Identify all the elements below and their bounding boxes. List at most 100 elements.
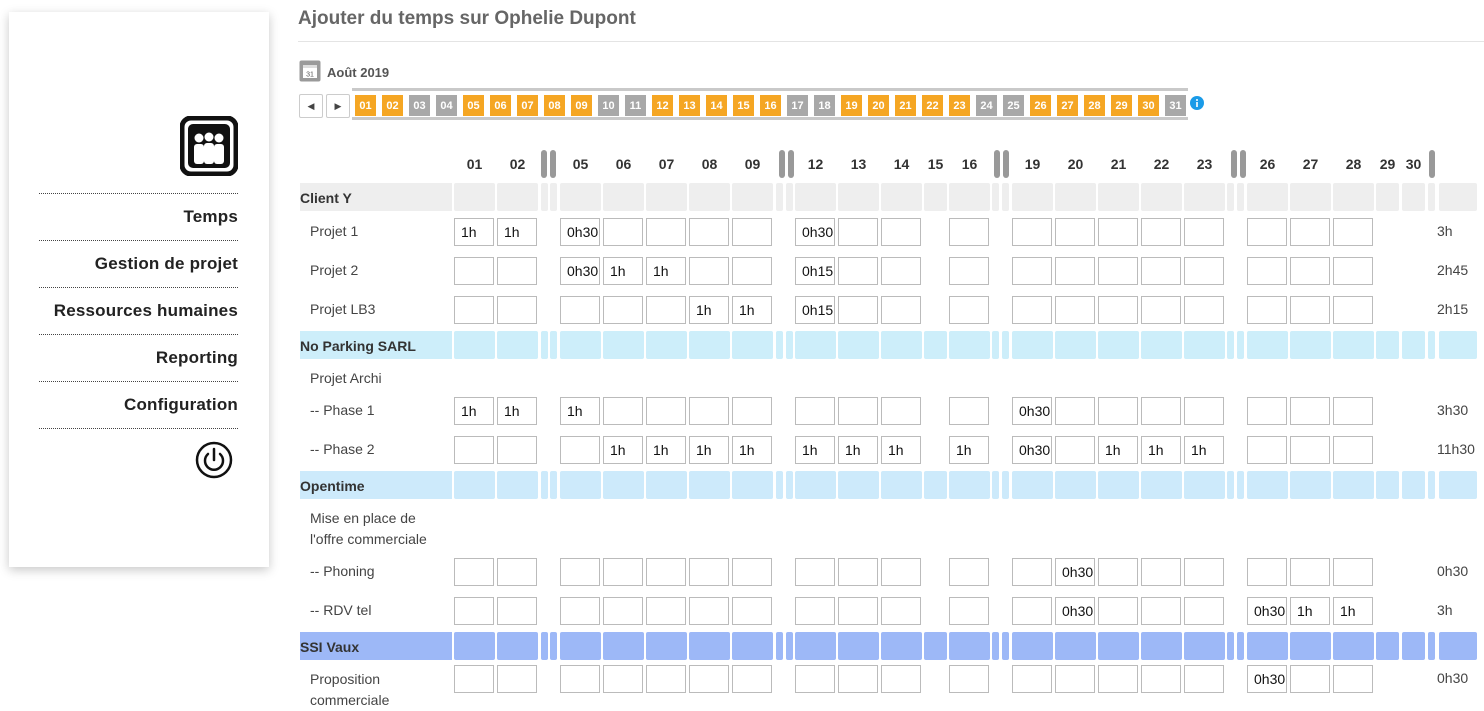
time-input[interactable] — [1184, 296, 1224, 324]
day-chip-01[interactable]: 01 — [355, 95, 376, 116]
time-input[interactable] — [1184, 665, 1224, 693]
time-input[interactable]: 0h30 — [1012, 397, 1052, 425]
time-input[interactable] — [1141, 296, 1181, 324]
time-input[interactable] — [1290, 218, 1330, 246]
time-input[interactable]: 1h — [646, 436, 686, 464]
time-input[interactable] — [1333, 665, 1373, 693]
time-input[interactable] — [838, 558, 878, 586]
time-input[interactable]: 1h — [838, 436, 878, 464]
time-input[interactable]: 0h30 — [795, 218, 835, 246]
day-chip-06[interactable]: 06 — [490, 95, 511, 116]
time-input[interactable]: 1h — [1141, 436, 1181, 464]
power-icon[interactable] — [194, 440, 234, 480]
day-chip-11[interactable]: 11 — [625, 95, 646, 116]
time-input[interactable] — [689, 218, 729, 246]
time-input[interactable] — [949, 218, 989, 246]
time-input[interactable] — [560, 558, 600, 586]
time-input[interactable] — [732, 665, 772, 693]
time-input[interactable] — [838, 257, 878, 285]
time-input[interactable] — [1184, 558, 1224, 586]
time-input[interactable] — [1247, 257, 1287, 285]
time-input[interactable] — [497, 665, 537, 693]
time-input[interactable] — [1141, 257, 1181, 285]
time-input[interactable]: 1h — [646, 257, 686, 285]
time-input[interactable] — [1141, 597, 1181, 625]
time-input[interactable] — [646, 218, 686, 246]
time-input[interactable] — [1055, 296, 1095, 324]
time-input[interactable] — [881, 218, 921, 246]
time-input[interactable] — [560, 597, 600, 625]
time-input[interactable] — [646, 597, 686, 625]
day-chip-23[interactable]: 23 — [949, 95, 970, 116]
time-input[interactable] — [1141, 558, 1181, 586]
time-input[interactable] — [497, 257, 537, 285]
time-input[interactable]: 0h15 — [795, 296, 835, 324]
time-input[interactable]: 0h30 — [560, 218, 600, 246]
time-input[interactable] — [454, 436, 494, 464]
time-input[interactable] — [1055, 397, 1095, 425]
day-chip-28[interactable]: 28 — [1084, 95, 1105, 116]
time-input[interactable] — [1247, 296, 1287, 324]
day-chip-29[interactable]: 29 — [1111, 95, 1132, 116]
time-input[interactable]: 1h — [603, 436, 643, 464]
time-input[interactable]: 1h — [454, 397, 494, 425]
day-chip-07[interactable]: 07 — [517, 95, 538, 116]
time-input[interactable] — [949, 257, 989, 285]
day-chip-22[interactable]: 22 — [922, 95, 943, 116]
day-chip-21[interactable]: 21 — [895, 95, 916, 116]
time-input[interactable]: 1h — [1184, 436, 1224, 464]
time-input[interactable] — [497, 597, 537, 625]
time-input[interactable] — [838, 597, 878, 625]
time-input[interactable] — [603, 218, 643, 246]
time-input[interactable] — [454, 597, 494, 625]
day-chip-04[interactable]: 04 — [436, 95, 457, 116]
time-input[interactable] — [1184, 218, 1224, 246]
time-input[interactable] — [1055, 665, 1095, 693]
time-input[interactable] — [1098, 296, 1138, 324]
time-input[interactable] — [881, 665, 921, 693]
menu-item-reporting[interactable]: Reporting — [39, 335, 238, 382]
time-input[interactable] — [1141, 397, 1181, 425]
time-input[interactable] — [1290, 665, 1330, 693]
time-input[interactable] — [838, 218, 878, 246]
time-input[interactable] — [689, 597, 729, 625]
time-input[interactable] — [949, 558, 989, 586]
day-chip-20[interactable]: 20 — [868, 95, 889, 116]
time-input[interactable] — [881, 296, 921, 324]
time-input[interactable] — [1333, 436, 1373, 464]
time-input[interactable] — [454, 665, 494, 693]
time-input[interactable]: 1h — [949, 436, 989, 464]
time-input[interactable] — [1247, 558, 1287, 586]
time-input[interactable]: 1h — [732, 296, 772, 324]
day-chip-13[interactable]: 13 — [679, 95, 700, 116]
time-input[interactable]: 1h — [1098, 436, 1138, 464]
time-input[interactable]: 1h — [689, 436, 729, 464]
day-chip-16[interactable]: 16 — [760, 95, 781, 116]
menu-item-gestion-de-projet[interactable]: Gestion de projet — [39, 241, 238, 288]
time-input[interactable] — [646, 558, 686, 586]
time-input[interactable]: 0h30 — [1055, 558, 1095, 586]
time-input[interactable] — [1290, 397, 1330, 425]
time-input[interactable]: 1h — [732, 436, 772, 464]
time-input[interactable] — [1012, 597, 1052, 625]
menu-item-temps[interactable]: Temps — [39, 194, 238, 241]
time-input[interactable] — [689, 558, 729, 586]
time-input[interactable]: 1h — [1333, 597, 1373, 625]
time-input[interactable] — [881, 597, 921, 625]
time-input[interactable] — [689, 397, 729, 425]
time-input[interactable] — [1184, 597, 1224, 625]
time-input[interactable] — [1055, 218, 1095, 246]
time-input[interactable] — [603, 397, 643, 425]
time-input[interactable]: 1h — [1290, 597, 1330, 625]
time-input[interactable] — [560, 665, 600, 693]
time-input[interactable] — [732, 257, 772, 285]
time-input[interactable] — [646, 665, 686, 693]
time-input[interactable] — [603, 558, 643, 586]
day-chip-02[interactable]: 02 — [382, 95, 403, 116]
time-input[interactable] — [603, 296, 643, 324]
time-input[interactable] — [795, 558, 835, 586]
menu-item-configuration[interactable]: Configuration — [39, 382, 238, 429]
time-input[interactable] — [454, 558, 494, 586]
time-input[interactable] — [1333, 296, 1373, 324]
day-chip-24[interactable]: 24 — [976, 95, 997, 116]
